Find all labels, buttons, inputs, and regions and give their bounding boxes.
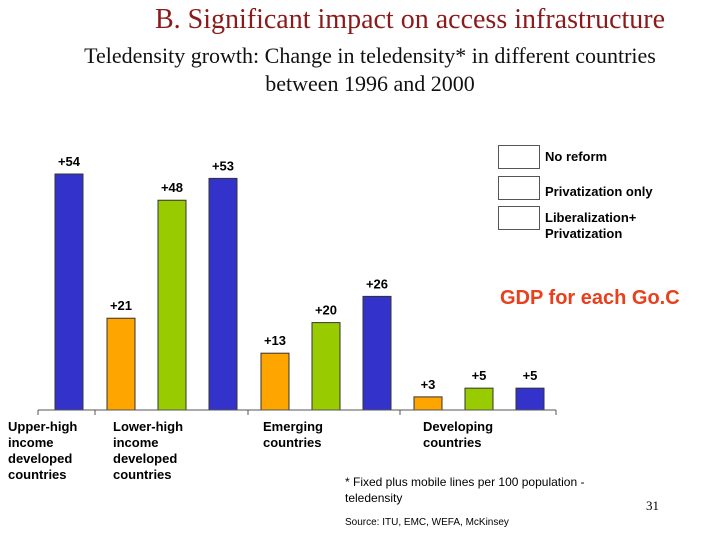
data-label: +54 — [58, 154, 81, 169]
data-label: +26 — [366, 276, 388, 291]
data-label: +3 — [421, 377, 436, 392]
page-number: 31 — [646, 498, 659, 513]
data-label: +21 — [110, 298, 132, 313]
legend-swatch-privatization-only — [498, 176, 540, 200]
data-label: +20 — [315, 303, 337, 318]
legend-swatch-liberalization-privatization — [498, 206, 540, 230]
page-title: B. Significant impact on access infrastr… — [0, 4, 720, 36]
data-label: +5 — [523, 368, 538, 383]
bar-3-liberalization-privatization — [362, 295, 392, 411]
bar-4-no-reform — [413, 396, 443, 411]
data-label: +13 — [264, 333, 286, 348]
subtitle-line-2: between 1996 and 2000 — [265, 71, 475, 96]
category-label: Developing countries — [423, 419, 493, 450]
gdp-annotation: GDP for each Go.C — [500, 287, 680, 309]
bar-2-no-reform — [106, 317, 136, 411]
source-note: Source: ITU, EMC, WEFA, McKinsey — [345, 517, 509, 528]
bar-3-no-reform — [260, 352, 290, 411]
category-label: Emerging countries — [263, 419, 323, 450]
bar-2-privatization-only — [157, 199, 187, 411]
bar-3-privatization-only — [311, 322, 341, 411]
legend-label-liberalization-line1: Liberalization+ — [545, 210, 637, 225]
subtitle-line-1: Teledensity growth: Change in teledensit… — [84, 43, 656, 68]
bar-4-privatization-only — [464, 387, 494, 411]
legend-label-no-reform: No reform — [545, 149, 608, 164]
chart-subtitle: Teledensity growth: Change in teledensit… — [0, 42, 720, 98]
footnote: * Fixed plus mobile lines per 100 popula… — [345, 475, 585, 505]
legend-label-liberalization-line2: Privatization — [545, 226, 623, 241]
data-label: +53 — [212, 158, 234, 173]
bar-4-liberalization-privatization — [515, 387, 545, 411]
page-title-text: B. Significant impact on access infrastr… — [154, 4, 666, 35]
bar-1-liberalization-privatization — [54, 173, 84, 411]
bar-2-liberalization-privatization — [208, 177, 238, 411]
data-label: +48 — [161, 180, 183, 195]
category-label: Upper-high income developed countries — [8, 419, 77, 482]
category-label: Lower-high income developed countries — [113, 419, 183, 482]
data-label: +5 — [472, 368, 487, 383]
legend-swatch-no-reform — [498, 145, 540, 169]
legend-label-privatization-only: Privatization only — [545, 184, 653, 199]
